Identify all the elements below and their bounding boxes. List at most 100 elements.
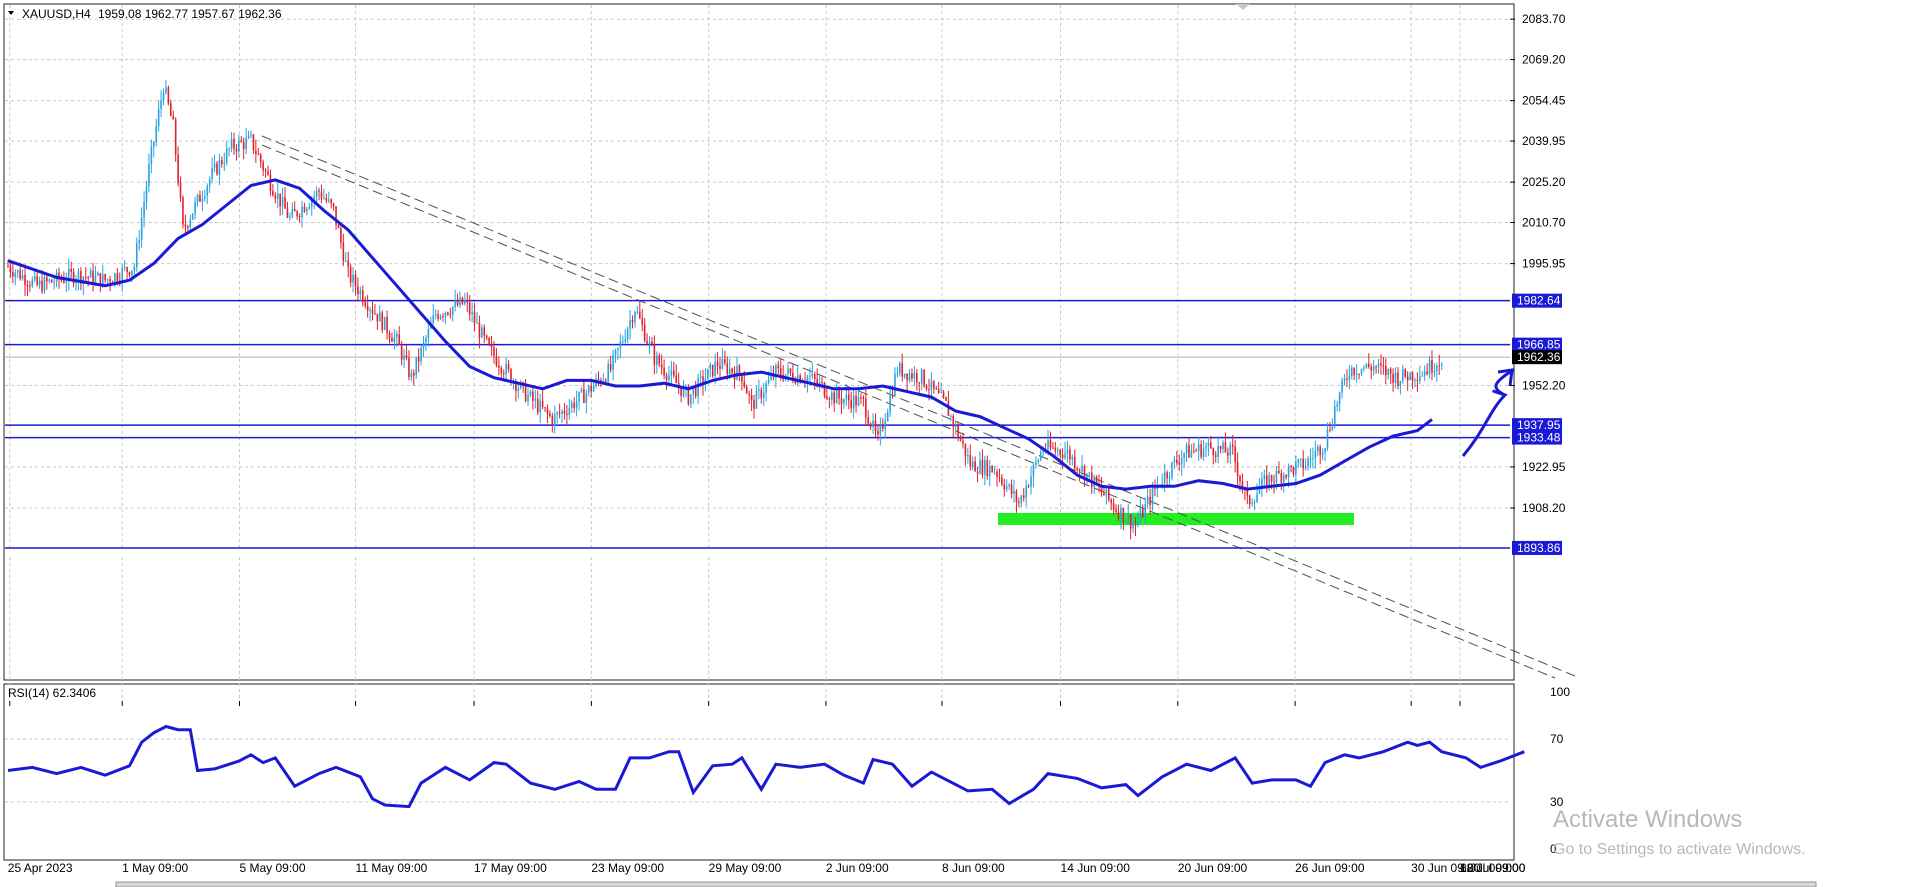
candle-body bbox=[371, 309, 374, 314]
candle-body bbox=[7, 266, 9, 268]
candle-body bbox=[381, 312, 384, 331]
candle-body bbox=[1295, 462, 1297, 474]
candle-body bbox=[1426, 371, 1428, 375]
candle-body bbox=[264, 170, 267, 172]
candle-body bbox=[1290, 465, 1292, 468]
candle-body bbox=[1382, 365, 1385, 367]
candle-body bbox=[1343, 378, 1346, 381]
candle-body bbox=[274, 195, 277, 199]
candle-body bbox=[527, 394, 529, 402]
candle-body bbox=[539, 400, 541, 413]
candle-body bbox=[984, 460, 986, 475]
candle-body bbox=[1302, 458, 1304, 469]
candle-body bbox=[48, 279, 51, 282]
candle-body bbox=[320, 191, 323, 199]
candle-body bbox=[1066, 449, 1069, 454]
candle-body bbox=[437, 314, 439, 319]
candle-body bbox=[1217, 445, 1219, 457]
candle-body bbox=[495, 356, 498, 366]
candle-body bbox=[770, 374, 772, 380]
candle-body bbox=[1125, 521, 1127, 523]
price-tick-label: 1922.95 bbox=[1522, 460, 1566, 474]
candle-body bbox=[731, 368, 733, 373]
candle-body bbox=[58, 272, 60, 280]
candle-body bbox=[544, 407, 546, 409]
level-label: 1893.86 bbox=[1517, 541, 1561, 555]
candle-body bbox=[225, 148, 228, 163]
candle-body bbox=[714, 361, 716, 376]
candle-body bbox=[291, 209, 294, 217]
candle-body bbox=[167, 87, 170, 104]
horizontal-scrollbar[interactable] bbox=[115, 881, 1817, 887]
candle-body bbox=[643, 324, 646, 341]
candle-body bbox=[1173, 459, 1176, 463]
candle-body bbox=[840, 398, 843, 404]
candle-body bbox=[748, 393, 750, 395]
candle-body bbox=[393, 337, 396, 342]
candle-body bbox=[1030, 476, 1032, 487]
candle-body bbox=[728, 368, 731, 375]
candle-body bbox=[1268, 475, 1270, 487]
candle-body bbox=[1385, 366, 1387, 376]
candle-body bbox=[950, 415, 952, 417]
candle-body bbox=[1037, 459, 1040, 462]
candle-body bbox=[468, 302, 471, 315]
candle-body bbox=[617, 348, 619, 351]
candle-body bbox=[762, 392, 765, 399]
candle-body bbox=[673, 370, 675, 376]
candle-body bbox=[1414, 379, 1416, 381]
candle-body bbox=[250, 134, 252, 136]
candle-body bbox=[1399, 380, 1402, 386]
candle-body bbox=[1049, 440, 1052, 448]
candle-body bbox=[838, 390, 840, 399]
candle-body bbox=[1122, 507, 1125, 523]
candle-body bbox=[383, 316, 386, 331]
candle-body bbox=[242, 141, 245, 149]
candle-body bbox=[398, 333, 401, 345]
candle-body bbox=[971, 461, 974, 467]
collapse-triangle-icon[interactable] bbox=[8, 11, 14, 15]
candle-body bbox=[101, 274, 104, 287]
candle-body bbox=[928, 389, 930, 391]
candle-body bbox=[806, 377, 809, 383]
candle-body bbox=[816, 379, 818, 385]
price-tick-label: 2054.45 bbox=[1522, 94, 1566, 108]
candle-body bbox=[986, 460, 989, 477]
candle-body bbox=[974, 461, 976, 472]
rsi-tick-label: 70 bbox=[1550, 732, 1564, 746]
candle-body bbox=[269, 174, 272, 192]
candle-body bbox=[1081, 466, 1083, 472]
candle-body bbox=[903, 373, 906, 377]
candle-body bbox=[563, 410, 566, 414]
candle-body bbox=[821, 382, 823, 384]
candle-body bbox=[532, 391, 534, 401]
candle-body bbox=[41, 280, 43, 292]
candle-body bbox=[1088, 472, 1091, 474]
candle-body bbox=[1086, 473, 1088, 481]
candle-body bbox=[221, 160, 223, 165]
candle-body bbox=[1190, 450, 1193, 458]
candle-body bbox=[775, 365, 777, 378]
candle-body bbox=[1409, 372, 1411, 381]
shift-marker-icon[interactable] bbox=[1236, 4, 1250, 10]
candle-body bbox=[1027, 485, 1030, 487]
candle-body bbox=[247, 135, 250, 139]
candle-body bbox=[447, 312, 449, 315]
price-tick-label: 1908.20 bbox=[1522, 501, 1566, 515]
candle-body bbox=[1120, 507, 1122, 519]
candle-body bbox=[1363, 367, 1365, 369]
price-tick-label: 2083.70 bbox=[1522, 12, 1566, 26]
candle-body bbox=[162, 92, 165, 101]
candle-body bbox=[1333, 406, 1336, 425]
candle-body bbox=[826, 396, 828, 399]
candle-body bbox=[121, 268, 124, 282]
candle-body bbox=[993, 471, 996, 473]
candle-body bbox=[123, 267, 126, 269]
candle-body bbox=[439, 316, 442, 319]
candle-body bbox=[1052, 447, 1054, 449]
candle-body bbox=[789, 368, 792, 373]
candle-body bbox=[318, 190, 320, 192]
candle-body bbox=[864, 398, 867, 418]
candle-body bbox=[201, 198, 204, 202]
